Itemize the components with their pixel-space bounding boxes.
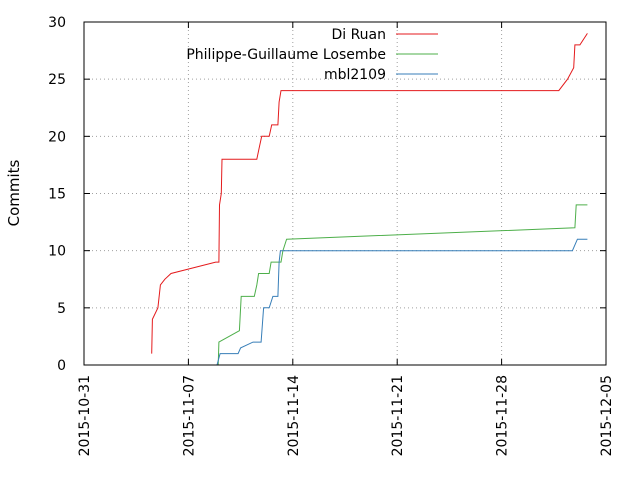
legend-label-1: Philippe-Guillaume Losembe (186, 47, 386, 63)
y-tick-label: 10 (48, 244, 66, 260)
y-tick-label: 15 (48, 187, 66, 203)
y-tick-label: 30 (48, 15, 66, 31)
x-tick-label: 2015-11-21 (390, 375, 406, 456)
series-line-0 (151, 33, 588, 354)
y-tick-label: 0 (57, 358, 66, 374)
y-tick-label: 5 (57, 301, 66, 317)
legend-label-2: mbl2109 (324, 67, 386, 83)
y-tick-label: 20 (48, 129, 66, 145)
series-line-1 (217, 204, 588, 366)
x-tick-label: 2015-10-31 (77, 375, 93, 456)
series-line-2 (216, 238, 588, 366)
y-axis-label: Commits (5, 159, 23, 226)
tick-labels: 0 5 10 15 20 25 30 2015-10-31 2015-11-07 2015-11-… (48, 15, 615, 456)
x-tick-label: 2015-11-28 (495, 375, 511, 456)
x-tick-label: 2015-12-05 (599, 375, 615, 456)
legend: Di Ruan Philippe-Guillaume Losembe mbl2109 (186, 27, 438, 83)
x-tick-label: 2015-11-14 (286, 375, 302, 456)
series-lines (151, 33, 588, 366)
x-tick-label: 2015-11-07 (181, 375, 197, 456)
y-tick-label: 25 (48, 72, 66, 88)
legend-label-0: Di Ruan (331, 27, 386, 43)
axis-ticks (83, 21, 607, 366)
